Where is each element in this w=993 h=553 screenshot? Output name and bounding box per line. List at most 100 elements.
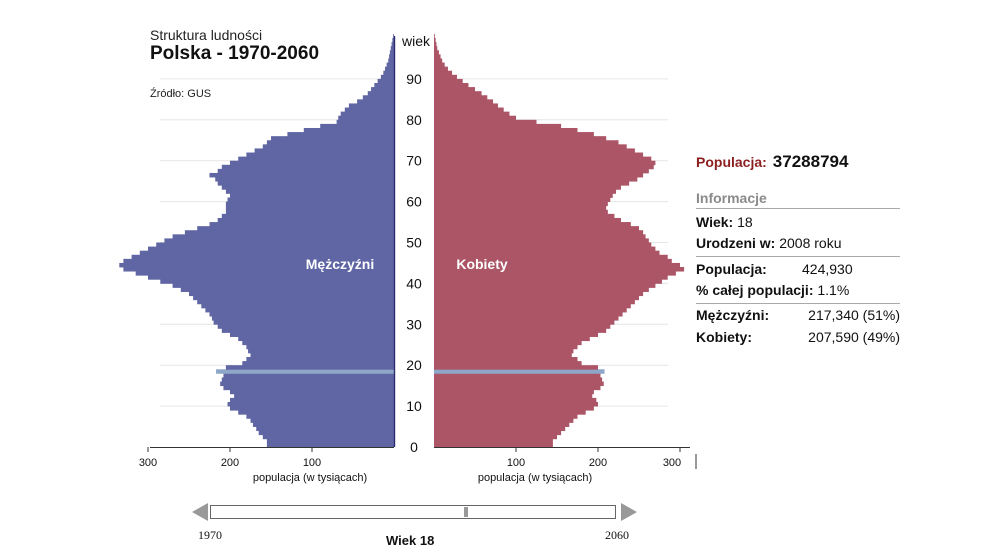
female-bar [434,250,660,256]
male-bar [217,168,394,174]
male-bar [256,426,394,432]
male-bar [197,226,394,231]
female-bar [434,136,607,141]
male-bar [189,291,394,297]
male-bar [217,324,394,329]
male-bar [367,91,394,96]
male-bar [139,250,394,256]
male-bar [230,332,394,337]
male-x-axis-label: populacja (w tysiącach) [253,472,367,484]
female-bar [434,172,644,178]
female-bar [434,328,607,333]
info-born-label: Urodzeni w: [696,235,776,251]
female-bar [434,430,562,436]
female-bar [434,152,644,158]
female-bar [434,205,607,211]
female-bar [434,344,578,350]
info-women-value: 207,590 (49%) [808,329,900,345]
female-bar [434,275,668,280]
female-bar [434,303,631,309]
male-bar [209,222,394,227]
female-bar [434,115,516,121]
chart-subtitle: Struktura ludności [150,27,263,43]
age-tick-label: 70 [406,153,422,169]
male-bar [242,361,394,366]
female-bar [434,324,611,329]
male-bar [223,373,394,378]
female-bar [434,426,566,432]
female-bar [434,127,578,133]
male-bar [340,111,394,117]
male-bar [389,54,394,59]
female-bar [434,144,627,149]
male-bar [217,181,394,186]
age-tick-label: 80 [406,112,422,128]
female-bar [434,66,448,72]
male-bar [123,267,395,272]
info-group-population-value: 424,930 [802,261,853,277]
female-bar [434,242,652,247]
female-bar [434,332,598,337]
female-bar [434,99,494,104]
female-bar [434,238,649,243]
slider-left-arrow-icon[interactable] [192,503,208,521]
female-bar [434,373,601,378]
male-bar [131,254,394,260]
female-bar [434,410,586,415]
female-x-tick-label: 200 [589,457,607,469]
female-bar [434,148,635,153]
info-divider [696,256,900,257]
male-bar [362,95,394,100]
male-bar [388,58,394,63]
female-series-label: Kobiety [456,256,508,272]
male-bar [209,312,394,317]
male-x-tick-label: 300 [139,457,157,469]
total-population: Populacja: 37288794 [696,152,900,172]
info-men-value: 217,340 (51%) [808,307,900,323]
female-bar [434,185,621,190]
female-bar [434,422,570,427]
male-bar [238,156,394,162]
male-bar [221,185,394,190]
male-bar [221,328,394,333]
female-bar [434,389,594,395]
female-bar [434,340,582,346]
female-bar [434,402,598,407]
female-bar [434,38,436,43]
male-bar [250,352,394,358]
male-bar [384,66,394,72]
male-bar [344,107,394,113]
male-bar [172,283,394,288]
female-bar [434,230,644,235]
age-tick-label: 0 [410,439,418,455]
male-bar [303,127,394,133]
female-bar [434,291,644,297]
female-bar [434,438,553,444]
slider-right-arrow-icon[interactable] [621,503,637,521]
year-slider-thumb[interactable] [464,507,468,517]
female-bar [434,111,510,117]
female-bar [434,78,463,84]
female-bar [434,74,457,80]
year-slider-track[interactable] [210,505,616,519]
info-men-row: Mężczyźni: 217,340 (51%) [696,307,900,323]
male-bar [225,205,394,211]
female-bar [434,140,619,145]
female-bar [434,348,574,354]
female-bar [434,226,639,231]
male-bar [234,393,394,399]
male-bar [215,177,394,182]
male-bar [320,123,394,129]
female-bar [434,107,504,113]
female-bar [434,50,439,55]
male-bar [242,340,394,346]
info-women-label: Kobiety: [696,329,752,345]
female-bar [434,393,593,399]
info-born-value: 2008 roku [779,235,842,251]
male-bar [393,33,394,39]
female-bar [434,283,656,288]
info-share-label: % całej populacji: [696,282,814,298]
male-bar [383,70,394,76]
female-bar [434,168,649,174]
